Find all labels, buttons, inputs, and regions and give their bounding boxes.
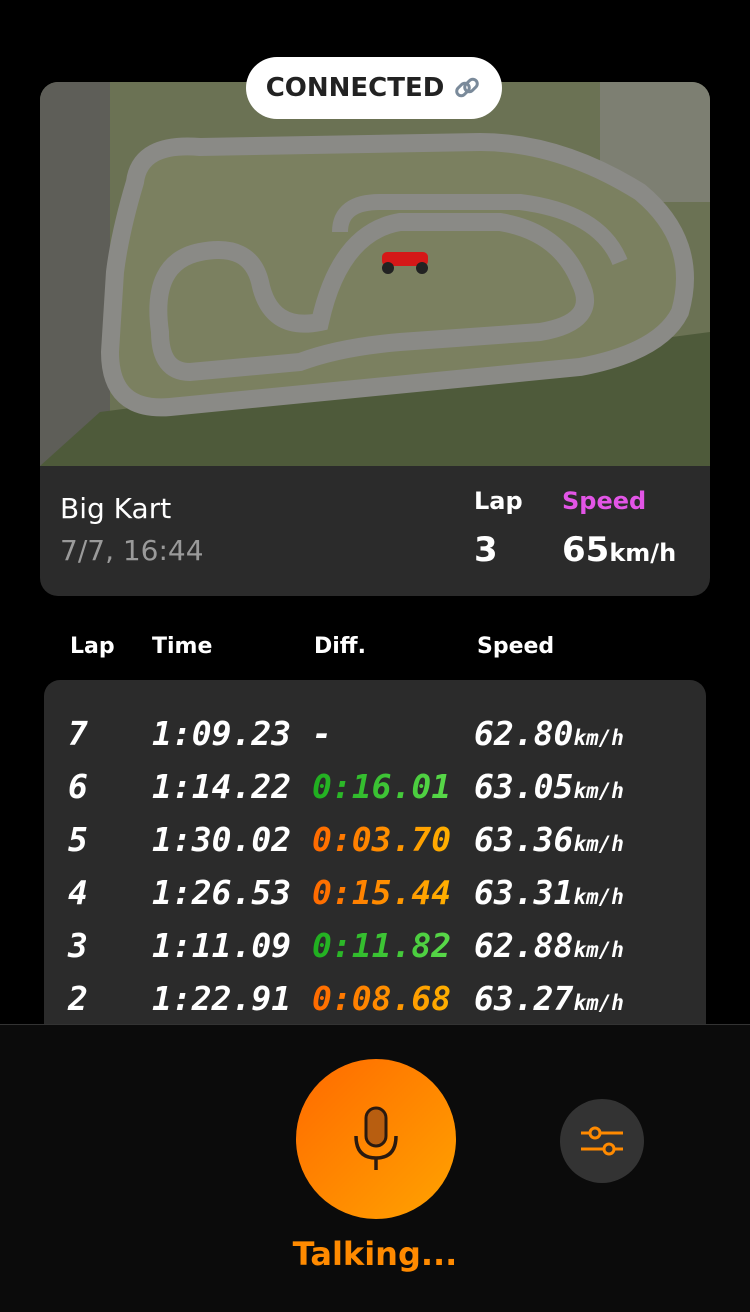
column-header-time: Time xyxy=(152,634,213,659)
lap-speed: 63.05km/h xyxy=(474,767,624,806)
table-row[interactable]: 3 1:11.09 0:11.82 62.88km/h xyxy=(44,926,706,978)
talk-button[interactable] xyxy=(296,1059,456,1219)
lap-number: 7 xyxy=(68,714,88,753)
lap-speed: 63.31km/h xyxy=(474,873,624,912)
lap-speed-unit: km/h xyxy=(573,726,624,750)
column-header-speed: Speed xyxy=(477,634,555,659)
lap-speed-value: 63.31 xyxy=(474,873,574,912)
lap-time: 1:14.22 xyxy=(152,767,292,806)
session-card: Big Kart 7/7, 16:44 Lap 3 Speed 65km/h xyxy=(40,82,710,596)
lap-speed-value: 63.05 xyxy=(474,767,574,806)
lap-speed-unit: km/h xyxy=(573,832,624,856)
table-row[interactable]: 4 1:26.53 0:15.44 63.31km/h xyxy=(44,873,706,925)
current-lap-label: Lap xyxy=(474,487,523,515)
lap-diff: 0:15.44 xyxy=(312,873,452,912)
session-datetime: 7/7, 16:44 xyxy=(60,534,204,567)
lap-time: 1:09.23 xyxy=(152,714,292,753)
speed-unit: km/h xyxy=(609,539,677,567)
lap-diff: - xyxy=(312,714,332,753)
lap-speed: 62.80km/h xyxy=(474,714,624,753)
link-icon xyxy=(455,77,480,98)
track-map[interactable] xyxy=(40,82,710,466)
table-row[interactable]: 7 1:09.23 - 62.80km/h xyxy=(44,714,706,766)
lap-diff: 0:08.68 xyxy=(312,979,452,1018)
lap-speed-unit: km/h xyxy=(573,779,624,803)
lap-speed-unit: km/h xyxy=(573,938,624,962)
speed-number: 65 xyxy=(562,530,610,570)
column-header-diff: Diff. xyxy=(314,634,366,659)
microphone-icon xyxy=(354,1106,398,1170)
lap-speed-unit: km/h xyxy=(573,885,624,909)
lap-number: 5 xyxy=(68,820,88,859)
column-header-lap: Lap xyxy=(70,634,115,659)
lap-number: 2 xyxy=(68,979,88,1018)
track-name: Big Kart xyxy=(60,492,172,525)
lap-number: 6 xyxy=(68,767,88,806)
lap-number: 4 xyxy=(68,873,88,912)
table-row[interactable]: 6 1:14.22 0:16.01 63.05km/h xyxy=(44,767,706,819)
speed-value: 65km/h xyxy=(562,530,676,570)
lap-time: 1:22.91 xyxy=(152,979,292,1018)
lap-time: 1:11.09 xyxy=(152,926,292,965)
current-lap-value: 3 xyxy=(474,530,498,570)
lap-speed-value: 62.88 xyxy=(474,926,574,965)
talking-status: Talking... xyxy=(292,1235,458,1273)
lap-diff: 0:16.01 xyxy=(312,767,452,806)
lap-speed: 63.27km/h xyxy=(474,979,624,1018)
speed-label: Speed xyxy=(562,487,647,515)
lap-speed-value: 63.27 xyxy=(474,979,574,1018)
bottom-control-bar: Talking... xyxy=(0,1024,750,1312)
lap-time: 1:26.53 xyxy=(152,873,292,912)
lap-diff: 0:03.70 xyxy=(312,820,452,859)
sliders-icon xyxy=(581,1126,623,1156)
lap-diff: 0:11.82 xyxy=(312,926,452,965)
kart-marker-icon xyxy=(382,252,428,274)
connection-status-label: CONNECTED xyxy=(265,73,445,103)
table-row[interactable]: 5 1:30.02 0:03.70 63.36km/h xyxy=(44,820,706,872)
connection-status-badge: CONNECTED xyxy=(246,57,502,119)
lap-number: 3 xyxy=(68,926,88,965)
lap-speed: 62.88km/h xyxy=(474,926,624,965)
table-row[interactable]: 2 1:22.91 0:08.68 63.27km/h xyxy=(44,979,706,1031)
lap-time: 1:30.02 xyxy=(152,820,292,859)
lap-times-table[interactable]: 7 1:09.23 - 62.80km/h 6 1:14.22 0:16.01 6… xyxy=(44,680,706,1040)
lap-speed-value: 62.80 xyxy=(474,714,574,753)
lap-speed-unit: km/h xyxy=(573,991,624,1015)
lap-speed-value: 63.36 xyxy=(474,820,574,859)
settings-button[interactable] xyxy=(560,1099,644,1183)
lap-speed: 63.36km/h xyxy=(474,820,624,859)
